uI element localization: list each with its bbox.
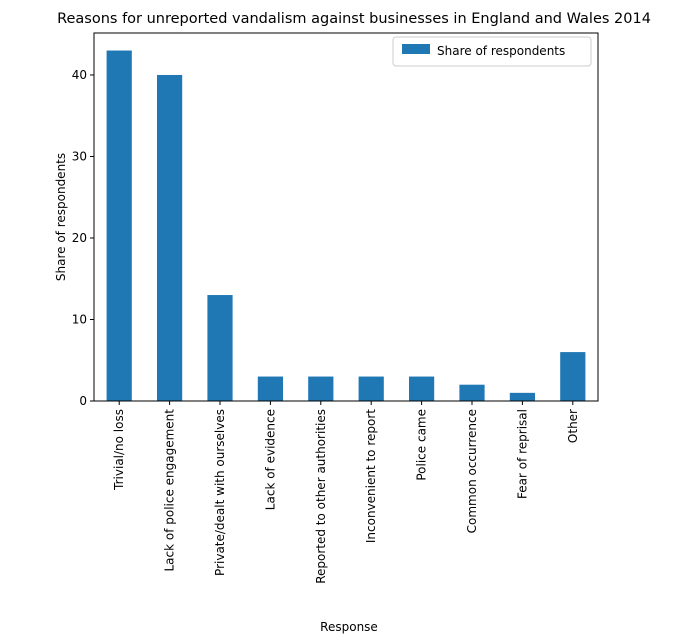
bar: [560, 352, 586, 401]
plot-area: [93, 32, 599, 402]
x-tick-label: Common occurrence: [465, 409, 479, 533]
x-tick-label: Lack of evidence: [263, 409, 277, 510]
y-tick-label: 0: [79, 394, 87, 408]
bar: [157, 74, 183, 401]
y-tick-label: 40: [72, 68, 87, 82]
x-tick-label: Other: [566, 409, 580, 443]
x-axis: Trivial/no loss Lack of police engagement…: [112, 401, 580, 584]
x-tick-label: Private/dealt with ourselves: [213, 409, 227, 576]
bar: [459, 384, 485, 401]
x-axis-label: Response: [320, 620, 378, 634]
x-tick-label: Police came: [415, 409, 429, 481]
y-axis-label: Share of respondents: [54, 153, 68, 281]
x-tick-label: Lack of police engagement: [163, 409, 177, 572]
x-tick-label: Trivial/no loss: [112, 409, 126, 491]
x-tick-label: Inconvenient to report: [364, 409, 378, 543]
axes-frame: [93, 32, 599, 402]
bar: [358, 376, 384, 401]
y-tick-label: 20: [72, 231, 87, 245]
bar: [509, 392, 535, 401]
bar: [308, 376, 334, 401]
chart-title: Reasons for unreported vandalism against…: [57, 11, 651, 27]
y-axis: 0 10 20 30 40: [72, 68, 94, 408]
legend-label: Share of respondents: [437, 44, 565, 58]
legend-frame: [392, 36, 592, 67]
y-tick-label: 30: [72, 149, 87, 163]
y-tick-label: 10: [72, 312, 87, 326]
bar: [409, 376, 435, 401]
bars: [106, 50, 586, 402]
bar: [207, 295, 233, 401]
legend-swatch: [402, 44, 430, 54]
x-tick-label: Reported to other authorities: [314, 409, 328, 584]
x-tick-label: Fear of reprisal: [515, 409, 529, 499]
legend: Share of respondents: [392, 36, 592, 67]
bar: [106, 50, 132, 402]
bar: [257, 376, 283, 401]
